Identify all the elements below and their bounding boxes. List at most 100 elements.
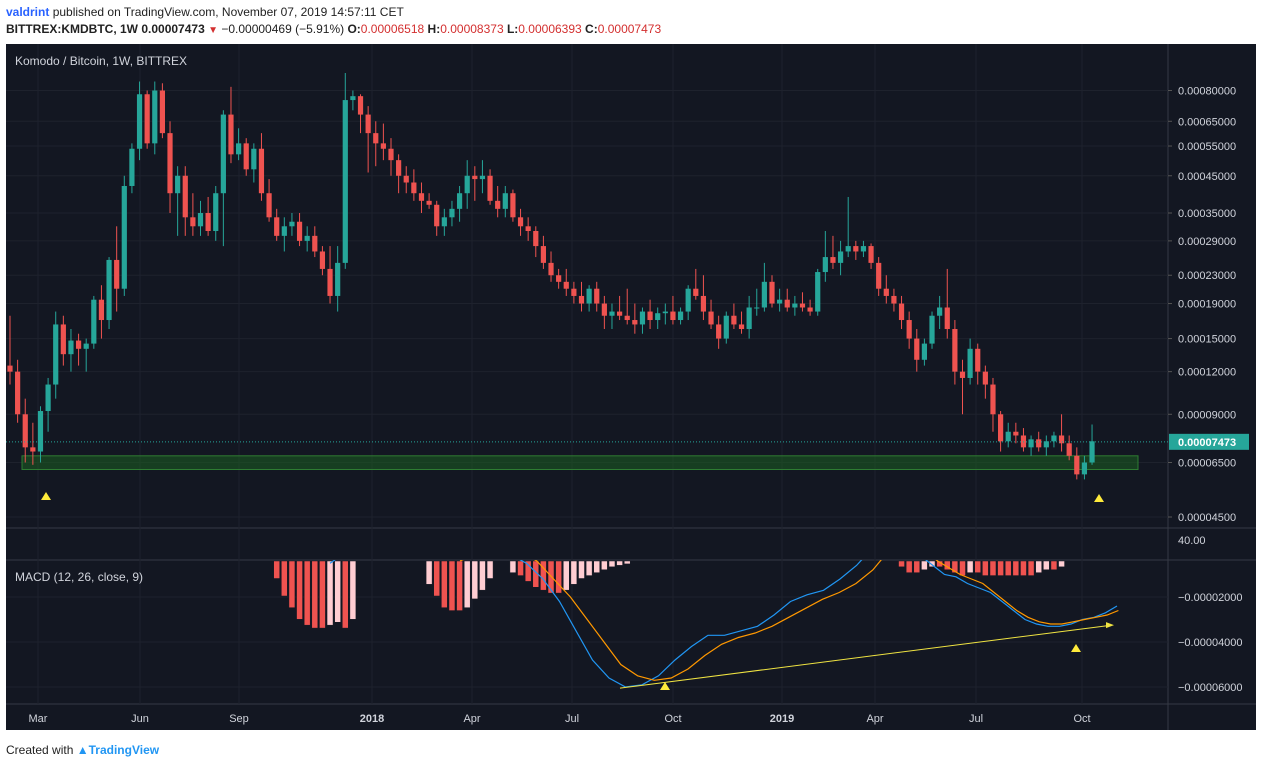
candle [37,406,44,463]
candle [121,175,127,296]
histogram-bar [1035,560,1042,573]
candle [967,338,973,385]
candle [426,193,432,209]
candle-body [578,295,585,304]
candle [75,333,82,366]
histogram-bar [601,560,608,570]
candle [487,169,493,205]
candle-body [632,320,638,325]
candle-body [15,371,21,415]
candle [815,268,821,316]
x-tick-label: Oct [1073,713,1090,725]
candle-body [456,193,463,209]
candle [822,230,828,282]
candle [167,121,173,214]
tradingview-brand[interactable]: TradingView [88,743,160,757]
candle-body [959,371,966,378]
candle [197,200,204,236]
candle [83,338,89,372]
candle [578,281,585,312]
candle-body [121,185,127,289]
y-tick-label: 0.00029000 [1178,236,1236,248]
candle-body [106,259,112,321]
candle-body [670,311,676,321]
candle-body [845,246,851,252]
y-tick-label: 0.00045000 [1178,171,1236,183]
candle [350,90,356,111]
author-link[interactable]: valdrint [6,5,50,19]
histogram-bar [1058,560,1065,568]
candle [319,246,326,276]
histogram-bar [997,560,1004,576]
candle-body [830,257,836,263]
candle-body [167,133,173,194]
candle-body [175,175,181,194]
candle-body [114,259,120,289]
candle-body [1036,439,1042,448]
candle [464,160,470,209]
candle-body [700,295,707,312]
candle [418,182,425,214]
candle [876,257,882,296]
published-text: published on TradingView.com, November 0… [52,5,404,19]
candle-body [952,329,958,372]
candle [388,138,394,176]
candle-body [289,221,295,227]
candle-body [982,371,988,385]
candle-body [891,295,897,304]
candle-body [129,148,135,186]
candle [685,285,691,321]
candle-body [190,217,196,227]
candle-body [769,281,775,304]
x-tick-label: Jun [131,713,149,725]
histogram-bar [288,560,296,608]
candle-body [883,288,889,296]
histogram-bar [989,560,997,576]
candle [655,307,661,330]
candle-body [533,230,539,247]
histogram-bar [982,560,989,576]
candle [609,303,615,330]
candle-body [876,262,882,289]
macd-low-marker [1071,644,1081,652]
main-chart-title: Komodo / Bitcoin, 1W, BITTREX [15,54,187,68]
candle-body [655,313,661,321]
candle-body [777,299,783,304]
candle [175,166,181,236]
candle [251,143,257,183]
candle [472,166,478,201]
candle-body [716,324,722,339]
candle-body [396,160,402,176]
candle [220,110,226,247]
candle-body [159,90,165,134]
candle-body [975,348,981,372]
candle-body [403,175,409,183]
histogram-bar [1020,560,1027,576]
candle [975,343,981,385]
candle [129,143,135,194]
candle-body [434,204,440,227]
candle-body [746,307,752,330]
candle [944,268,950,339]
candle [266,179,272,222]
histogram-bar [456,560,463,611]
candle-body [998,414,1004,442]
candle [540,235,546,269]
candle [45,377,51,432]
candle [327,246,333,304]
ohlc-summary: BITTREX:KMDBTC, 1W 0.00007473 ▼ −0.00000… [6,22,661,36]
candle [22,398,28,463]
candle [883,275,889,304]
candle-body [30,447,36,452]
candle [449,200,455,227]
macd-lines [329,560,1119,689]
candle [182,166,188,236]
histogram-bar [563,560,570,591]
histogram-bar [585,560,593,576]
current-price-badge [1169,433,1249,450]
candle-body [1013,431,1019,436]
candlestick-series [7,73,1095,480]
candle [53,311,59,399]
candle-body [327,268,333,296]
